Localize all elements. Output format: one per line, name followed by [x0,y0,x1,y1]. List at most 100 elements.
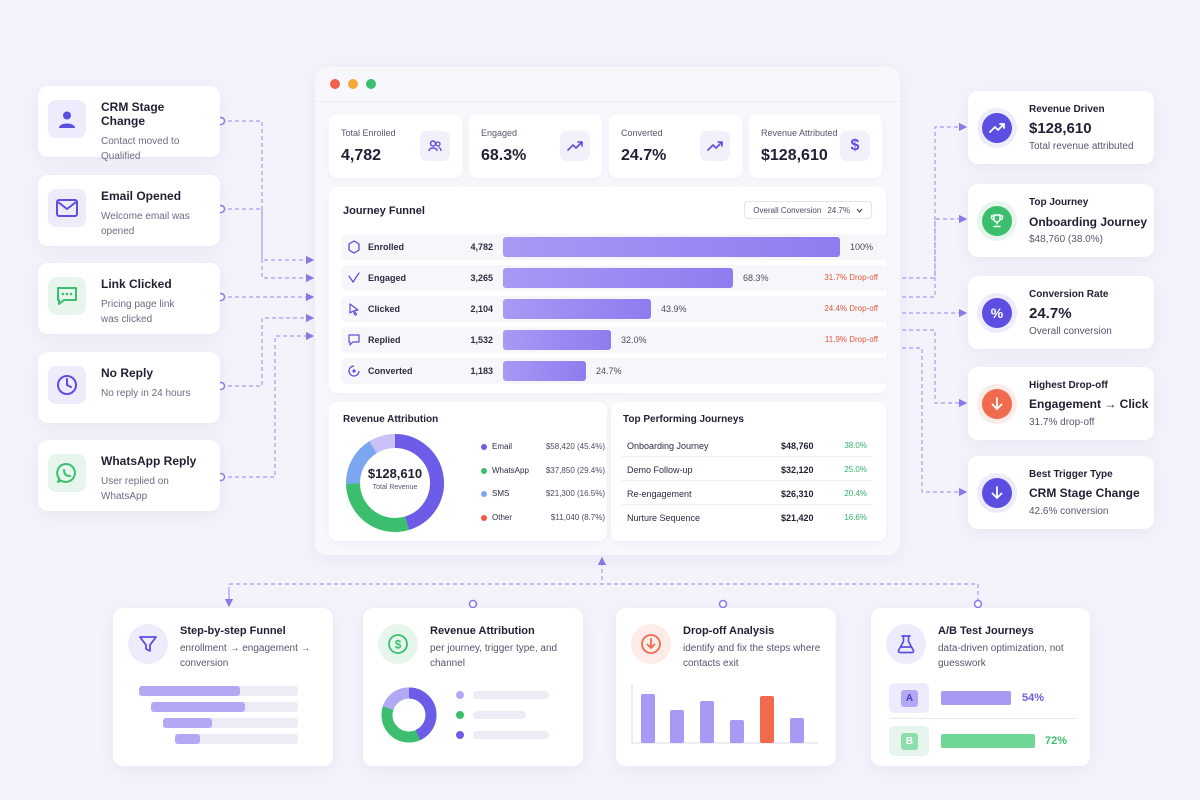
feature-card-revenue-attribution[interactable]: $ Revenue Attribution per journey, trigg… [363,608,583,766]
result-card-highest-drop-off[interactable]: Highest Drop-off Engagement → Click 31.7… [968,367,1154,440]
result-card-best-trigger-type[interactable]: Best Trigger Type CRM Stage Change 42.6%… [968,456,1154,529]
result-card-revenue-driven[interactable]: Revenue Driven $128,610 Total revenue at… [968,91,1154,164]
variant-a-result: 54% [1022,692,1045,704]
funnel-percent: 43.9% [661,304,687,314]
journey-row[interactable]: Onboarding Journey $48,760 38.0% [621,434,873,457]
trigger-card-link-clicked[interactable]: Link Clicked Pricing page link was click… [38,263,220,334]
journey-row[interactable]: Nurture Sequence $21,420 16.6% [621,506,873,529]
journey-value: $48,760 [781,441,814,451]
trigger-desc: Pricing page link was clicked [101,299,175,325]
funnel-bar [503,237,840,257]
trigger-title: No Reply [101,366,154,380]
percent-icon: % [982,298,1012,328]
trigger-title: Email Opened [101,189,182,203]
result-sub: Overall conversion [1029,326,1112,337]
variant-b-tile: B [889,726,929,756]
funnel-bar [503,268,733,288]
result-value: CRM Stage Change [1029,486,1140,500]
variant-b-result: 72% [1045,735,1068,747]
bolt-icon [348,240,360,254]
top-journeys-title: Top Performing Journeys [623,414,744,425]
funnel-percent: 68.3% [743,273,769,283]
legend-dot [481,468,487,474]
feature-card-step-by-step-funnel[interactable]: Step-by-step Funnel enrollment → engagem… [113,608,333,766]
trigger-desc: No reply in 24 hours [101,388,191,399]
feature-card-ab-test-journeys[interactable]: A/B Test Journeys data-driven optimizati… [871,608,1090,766]
legend-name: WhatsApp [492,466,529,475]
result-card-top-journey[interactable]: Top Journey Onboarding Journey $48,760 (… [968,184,1154,257]
result-sub: 42.6% conversion [1029,506,1109,517]
journey-value: $21,420 [781,513,814,523]
arrow-down-icon [982,389,1012,419]
funnel-count: 1,183 [470,366,493,376]
legend-dot [481,491,487,497]
funnel-row-replied[interactable]: Replied 1,532 32.0% 11.9% Drop-off [341,327,888,353]
svg-text:$: $ [395,638,402,652]
feature-desc: per journey, trigger type, and channel [430,643,558,669]
chat-icon [48,277,86,315]
trigger-card-no-reply[interactable]: No Reply No reply in 24 hours [38,352,220,423]
overall-conversion-dropdown[interactable]: Overall Conversion 24.7% [744,201,872,219]
stat-value: 68.3% [481,147,527,164]
variant-b-bar [941,734,1035,748]
legend-dot [481,444,487,450]
stat-value: $128,610 [761,147,828,164]
journey-name: Nurture Sequence [627,513,701,523]
feature-card-drop-off-analysis[interactable]: Drop-off Analysis identify and fix the s… [616,608,836,766]
feature-desc: data-driven optimization, not guesswork [938,643,1064,669]
funnel-count: 2,104 [470,304,493,314]
trigger-card-email-opened[interactable]: Email Opened Welcome email was opened [38,175,220,246]
journey-row[interactable]: Re-engagement $26,310 20.4% [621,482,873,505]
close-dot[interactable] [330,79,340,89]
journey-row[interactable]: Demo Follow-up $32,120 25.0% [621,458,873,481]
stat-card-engaged: Engaged 68.3% [469,114,602,178]
legend-item-email: Email $58,420 (45.4%) [481,442,605,454]
funnel-percent: 24.7% [596,366,622,376]
result-label: Conversion Rate [1029,289,1109,300]
result-value: Engagement → Click [1029,397,1149,411]
stat-value: 4,782 [341,147,382,164]
result-label: Revenue Driven [1029,104,1105,115]
journey-percent: 20.4% [844,489,867,498]
funnel-percent: 32.0% [621,335,647,345]
funnel-label: Engaged [368,273,407,283]
cursor-icon [349,303,359,316]
stat-card-revenue-attributed: Revenue Attributed $128,610 $ [749,114,882,178]
stat-label: Revenue Attributed [761,128,838,138]
maximize-dot[interactable] [366,79,376,89]
donut-slice-email [394,434,444,530]
funnel-dropoff: 24.4% Drop-off [824,304,878,313]
mini-funnel-illustration [139,686,298,744]
legend-item-whatsapp: WhatsApp $37,850 (29.4%) [481,466,605,478]
result-card-conversion-rate[interactable]: % Conversion Rate 24.7% Overall conversi… [968,276,1154,349]
stat-value: 24.7% [621,147,667,164]
funnel-row-engaged[interactable]: Engaged 3,265 68.3% 31.7% Drop-off [341,265,888,291]
legend-name: Email [492,442,513,451]
donut-total-value: $128,610 [367,466,423,481]
stat-label: Total Enrolled [341,128,396,138]
mini-bar-illustration [631,684,818,744]
donut-slice-whatsapp [346,483,409,532]
funnel-count: 3,265 [470,273,493,283]
funnel-label: Enrolled [368,242,405,252]
trigger-card-crm-stage-change[interactable]: CRM Stage Change Contact moved to Qualif… [38,86,220,162]
result-sub: $48,760 (38.0%) [1029,234,1103,245]
funnel-label: Converted [368,366,413,376]
funnel-dropoff: 11.9% Drop-off [824,335,878,344]
feature-title: Drop-off Analysis [683,625,775,637]
funnel-row-converted[interactable]: Converted 1,183 24.7% [341,358,888,384]
trigger-card-whatsapp-reply[interactable]: WhatsApp Reply User replied on WhatsApp [38,440,220,511]
users-icon [420,131,450,161]
journey-percent: 38.0% [844,441,867,450]
result-label: Top Journey [1029,197,1089,208]
funnel-row-clicked[interactable]: Clicked 2,104 43.9% 24.4% Drop-off [341,296,888,322]
dashboard-window: Total Enrolled 4,782 Engaged 68.3% Conve… [315,67,900,555]
journey-percent: 16.6% [844,513,867,522]
funnel-title: Journey Funnel [343,205,425,217]
whatsapp-icon [48,454,86,492]
result-label: Highest Drop-off [1029,380,1108,391]
funnel-row-enrolled[interactable]: Enrolled 4,782 100% [341,234,888,260]
result-sub: 31.7% drop-off [1029,417,1095,428]
journey-percent: 25.0% [844,465,867,474]
minimize-dot[interactable] [348,79,358,89]
